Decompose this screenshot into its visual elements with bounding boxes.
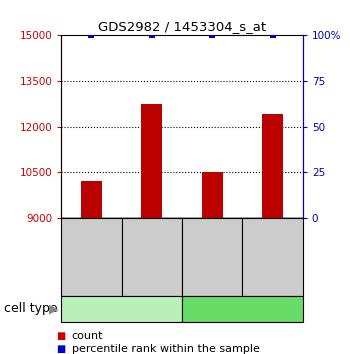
Bar: [141, 104, 162, 218]
Text: ■: ■: [56, 331, 65, 341]
Title: GDS2982 / 1453304_s_at: GDS2982 / 1453304_s_at: [98, 20, 266, 33]
Text: percentile rank within the sample: percentile rank within the sample: [72, 344, 260, 354]
Text: GSM224734: GSM224734: [207, 225, 217, 289]
Point: [89, 33, 94, 38]
Text: GSM224733: GSM224733: [86, 225, 97, 289]
Text: count: count: [72, 331, 103, 341]
Text: ■: ■: [56, 344, 65, 354]
Bar: [202, 172, 223, 218]
Bar: [262, 114, 283, 218]
Text: GSM224735: GSM224735: [147, 225, 157, 289]
Point: [209, 33, 215, 38]
Text: intestinal macrophage: intestinal macrophage: [188, 304, 297, 314]
Text: ▶: ▶: [49, 302, 59, 315]
Text: cell type: cell type: [4, 302, 57, 315]
Point: [270, 33, 275, 38]
Text: GSM224736: GSM224736: [267, 225, 278, 289]
Bar: [81, 181, 102, 218]
Text: splenic macrophage: splenic macrophage: [72, 304, 171, 314]
Point: [149, 33, 155, 38]
